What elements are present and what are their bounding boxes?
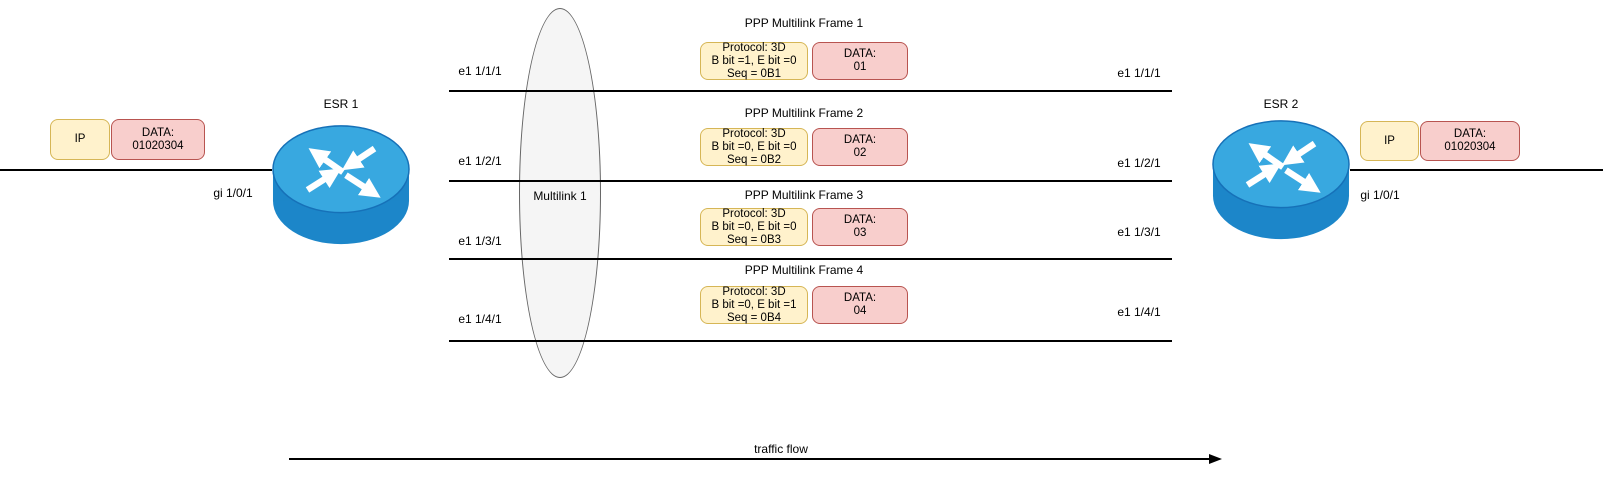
frame2-title: PPP Multilink Frame 2 (744, 106, 864, 120)
e1-label-left-2: e1 1/2/1 (458, 154, 502, 168)
multilink-bundle-ellipse (519, 8, 601, 378)
e1-label-right-1: e1 1/1/1 (1117, 66, 1161, 80)
frame2-data-value: 02 (853, 147, 867, 159)
e1-label-right-4: e1 1/4/1 (1117, 305, 1161, 319)
frame3-seq: Seq = 0B3 (726, 233, 782, 246)
e1-link-line-4 (449, 340, 1172, 342)
frame3-title: PPP Multilink Frame 3 (744, 188, 864, 202)
frame4-bits: B bit =0, E bit =1 (711, 298, 797, 311)
e1-label-left-4: e1 1/4/1 (458, 312, 502, 326)
frame4-seq: Seq = 0B4 (726, 311, 782, 324)
left-ip-label: IP (74, 133, 86, 145)
frame1-bits: B bit =1, E bit =0 (711, 54, 797, 67)
right-ip-label: IP (1384, 134, 1395, 147)
frame3-protocol-box: Protocol: 3D B bit =0, E bit =0 Seq = 0B… (700, 208, 808, 246)
e1-link-line-3 (449, 258, 1172, 260)
frame4-data-label: DATA: (843, 292, 877, 304)
right-access-line (1350, 169, 1603, 171)
frame1-protocol: Protocol: 3D (722, 41, 786, 54)
frame4-data-value: 04 (853, 305, 867, 317)
frame4-protocol-box: Protocol: 3D B bit =0, E bit =1 Seq = 0B… (700, 286, 808, 324)
traffic-flow-label: traffic flow (754, 442, 808, 456)
traffic-flow-line (289, 458, 1211, 460)
frame1-protocol-box: Protocol: 3D B bit =1, E bit =0 Seq = 0B… (700, 42, 808, 80)
left-gi-interface-label: gi 1/0/1 (213, 186, 253, 200)
frame1-seq: Seq = 0B1 (726, 67, 782, 80)
right-data-value: 01020304 (1444, 141, 1496, 153)
e1-link-line-1 (449, 90, 1172, 92)
frame2-protocol: Protocol: 3D (722, 127, 786, 140)
left-access-line (0, 169, 272, 171)
frame2-bits: B bit =0, E bit =0 (711, 140, 797, 153)
frame1-title: PPP Multilink Frame 1 (744, 16, 864, 30)
frame4-data-box: DATA: 04 (812, 286, 908, 324)
frame4-title: PPP Multilink Frame 4 (744, 263, 864, 277)
right-ip-box: IP (1360, 121, 1419, 161)
right-data-label: DATA: (1453, 128, 1487, 140)
frame1-data-label: DATA: (843, 48, 877, 60)
multilink-label: Multilink 1 (533, 189, 587, 203)
frame2-data-box: DATA: 02 (812, 128, 908, 166)
left-data-value: 01020304 (132, 139, 184, 152)
frame3-data-box: DATA: 03 (812, 208, 908, 246)
frame1-data-box: DATA: 01 (812, 42, 908, 80)
left-ip-box: IP (50, 119, 110, 160)
esr2-router-icon (1212, 120, 1350, 240)
e1-link-line-2 (449, 180, 1172, 182)
left-data-label: DATA: (141, 126, 175, 139)
frame1-data-value: 01 (853, 61, 867, 73)
e1-label-right-2: e1 1/2/1 (1117, 156, 1161, 170)
frame2-seq: Seq = 0B2 (726, 153, 782, 166)
frame3-protocol: Protocol: 3D (722, 207, 786, 220)
frame3-data-value: 03 (853, 227, 867, 239)
frame3-bits: B bit =0, E bit =0 (711, 220, 797, 233)
e1-label-right-3: e1 1/3/1 (1117, 225, 1161, 239)
esr2-name-label: ESR 2 (1263, 97, 1299, 111)
e1-label-left-1: e1 1/1/1 (458, 64, 502, 78)
frame4-protocol: Protocol: 3D (722, 285, 786, 298)
frame2-data-label: DATA: (843, 134, 877, 146)
right-gi-interface-label: gi 1/0/1 (1360, 188, 1400, 202)
left-data-box: DATA: 01020304 (111, 119, 205, 160)
frame3-data-label: DATA: (843, 214, 877, 226)
frame2-protocol-box: Protocol: 3D B bit =0, E bit =0 Seq = 0B… (700, 128, 808, 166)
esr1-name-label: ESR 1 (323, 97, 359, 111)
e1-label-left-3: e1 1/3/1 (458, 234, 502, 248)
right-data-box: DATA: 01020304 (1420, 121, 1520, 161)
traffic-flow-arrowhead-icon (1209, 454, 1222, 464)
esr1-router-icon (272, 125, 410, 245)
